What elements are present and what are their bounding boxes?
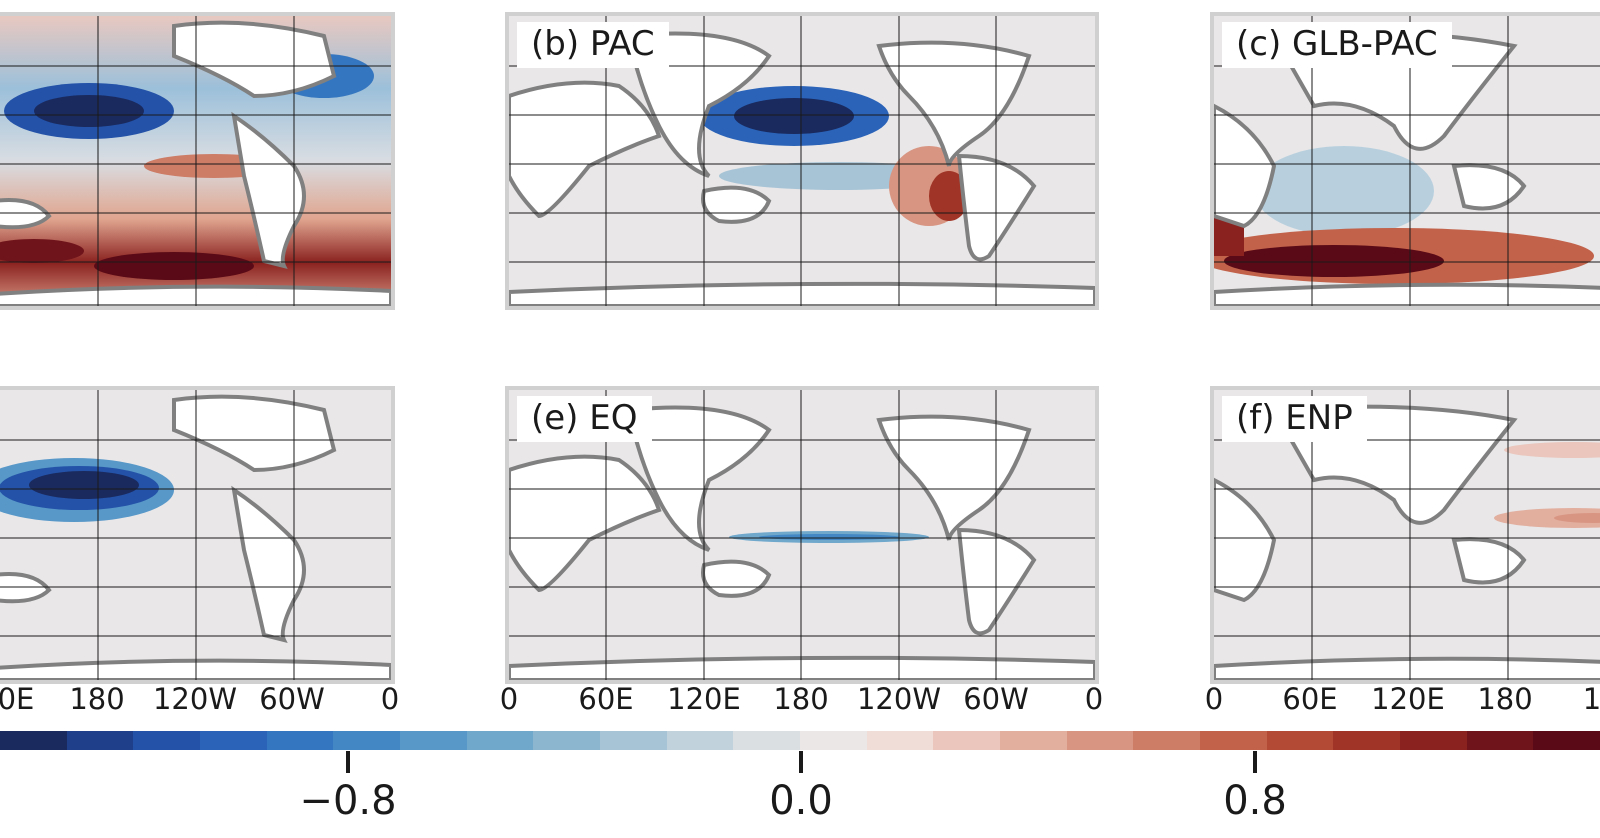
lon-tick-left-4: 0	[380, 682, 400, 716]
colorbar-segment	[66, 731, 134, 750]
colorbar-segment	[333, 731, 401, 750]
colorbar-segment	[200, 731, 267, 750]
lon-tick-mid-6: 0	[1084, 682, 1104, 716]
lon-tick-mid-2: 120E	[667, 682, 741, 716]
colorbar-tick-neg	[346, 751, 350, 773]
colorbar-segment	[933, 731, 1001, 750]
lon-tick-right-1: 60E	[1282, 682, 1338, 716]
colorbar-tick-pos	[1253, 751, 1257, 773]
lon-tick-left-2: 120W	[152, 682, 238, 716]
colorbar-segment	[1066, 731, 1134, 750]
panel-c-label: (c) GLB-PAC	[1222, 22, 1452, 68]
lon-tick-mid-4: 120W	[856, 682, 942, 716]
map-a-field	[0, 16, 391, 306]
map-panel-f: (f) ENP	[1210, 386, 1600, 684]
colorbar-segment	[866, 731, 934, 750]
colorbar	[0, 731, 1600, 750]
map-panel-e: (e) EQ	[505, 386, 1099, 684]
colorbar-segment	[400, 731, 467, 750]
map-panel-c: (c) GLB-PAC	[1210, 12, 1600, 310]
colorbar-tick-zero	[799, 751, 803, 773]
panel-b-label: (b) PAC	[517, 22, 669, 68]
map-d-field	[0, 390, 391, 680]
colorbar-segment	[133, 731, 201, 750]
panel-f-label: (f) ENP	[1222, 396, 1367, 442]
colorbar-segment	[666, 731, 734, 750]
lon-tick-mid-3: 180	[773, 682, 829, 716]
colorbar-segment	[1400, 731, 1467, 750]
lon-tick-right-2: 120E	[1371, 682, 1445, 716]
lon-tick-left-3: 60W	[259, 682, 325, 716]
lon-tick-left-1: 180	[69, 682, 125, 716]
map-b-field	[509, 16, 1095, 306]
colorbar-segment	[1333, 731, 1401, 750]
colorbar-label-zero: 0.0	[769, 778, 833, 824]
colorbar-segment	[1466, 731, 1534, 750]
lon-tick-right-3: 180	[1477, 682, 1533, 716]
colorbar-segment	[0, 731, 67, 750]
lon-tick-mid-5: 60W	[963, 682, 1029, 716]
lon-tick-left-0: 0E	[0, 682, 35, 716]
lon-tick-mid-1: 60E	[578, 682, 634, 716]
colorbar-segment	[1133, 731, 1201, 750]
colorbar-segment	[800, 731, 867, 750]
colorbar-segment	[266, 731, 334, 750]
colorbar-segment	[600, 731, 667, 750]
colorbar-segment	[533, 731, 601, 750]
colorbar-label-pos: 0.8	[1223, 778, 1287, 824]
colorbar-segment	[1533, 731, 1600, 750]
map-panel-d	[0, 386, 395, 684]
colorbar-label-neg: −0.8	[299, 778, 397, 824]
colorbar-segment	[466, 731, 534, 750]
map-panel-b: (b) PAC	[505, 12, 1099, 310]
colorbar-segment	[1266, 731, 1334, 750]
lon-tick-right-0: 0	[1204, 682, 1224, 716]
lon-tick-mid-0: 0	[499, 682, 519, 716]
map-panel-a	[0, 12, 395, 310]
panel-e-label: (e) EQ	[517, 396, 652, 442]
colorbar-segment	[1200, 731, 1267, 750]
colorbar-segment	[733, 731, 801, 750]
colorbar-segment	[1000, 731, 1067, 750]
lon-tick-right-4: 1	[1582, 682, 1600, 716]
